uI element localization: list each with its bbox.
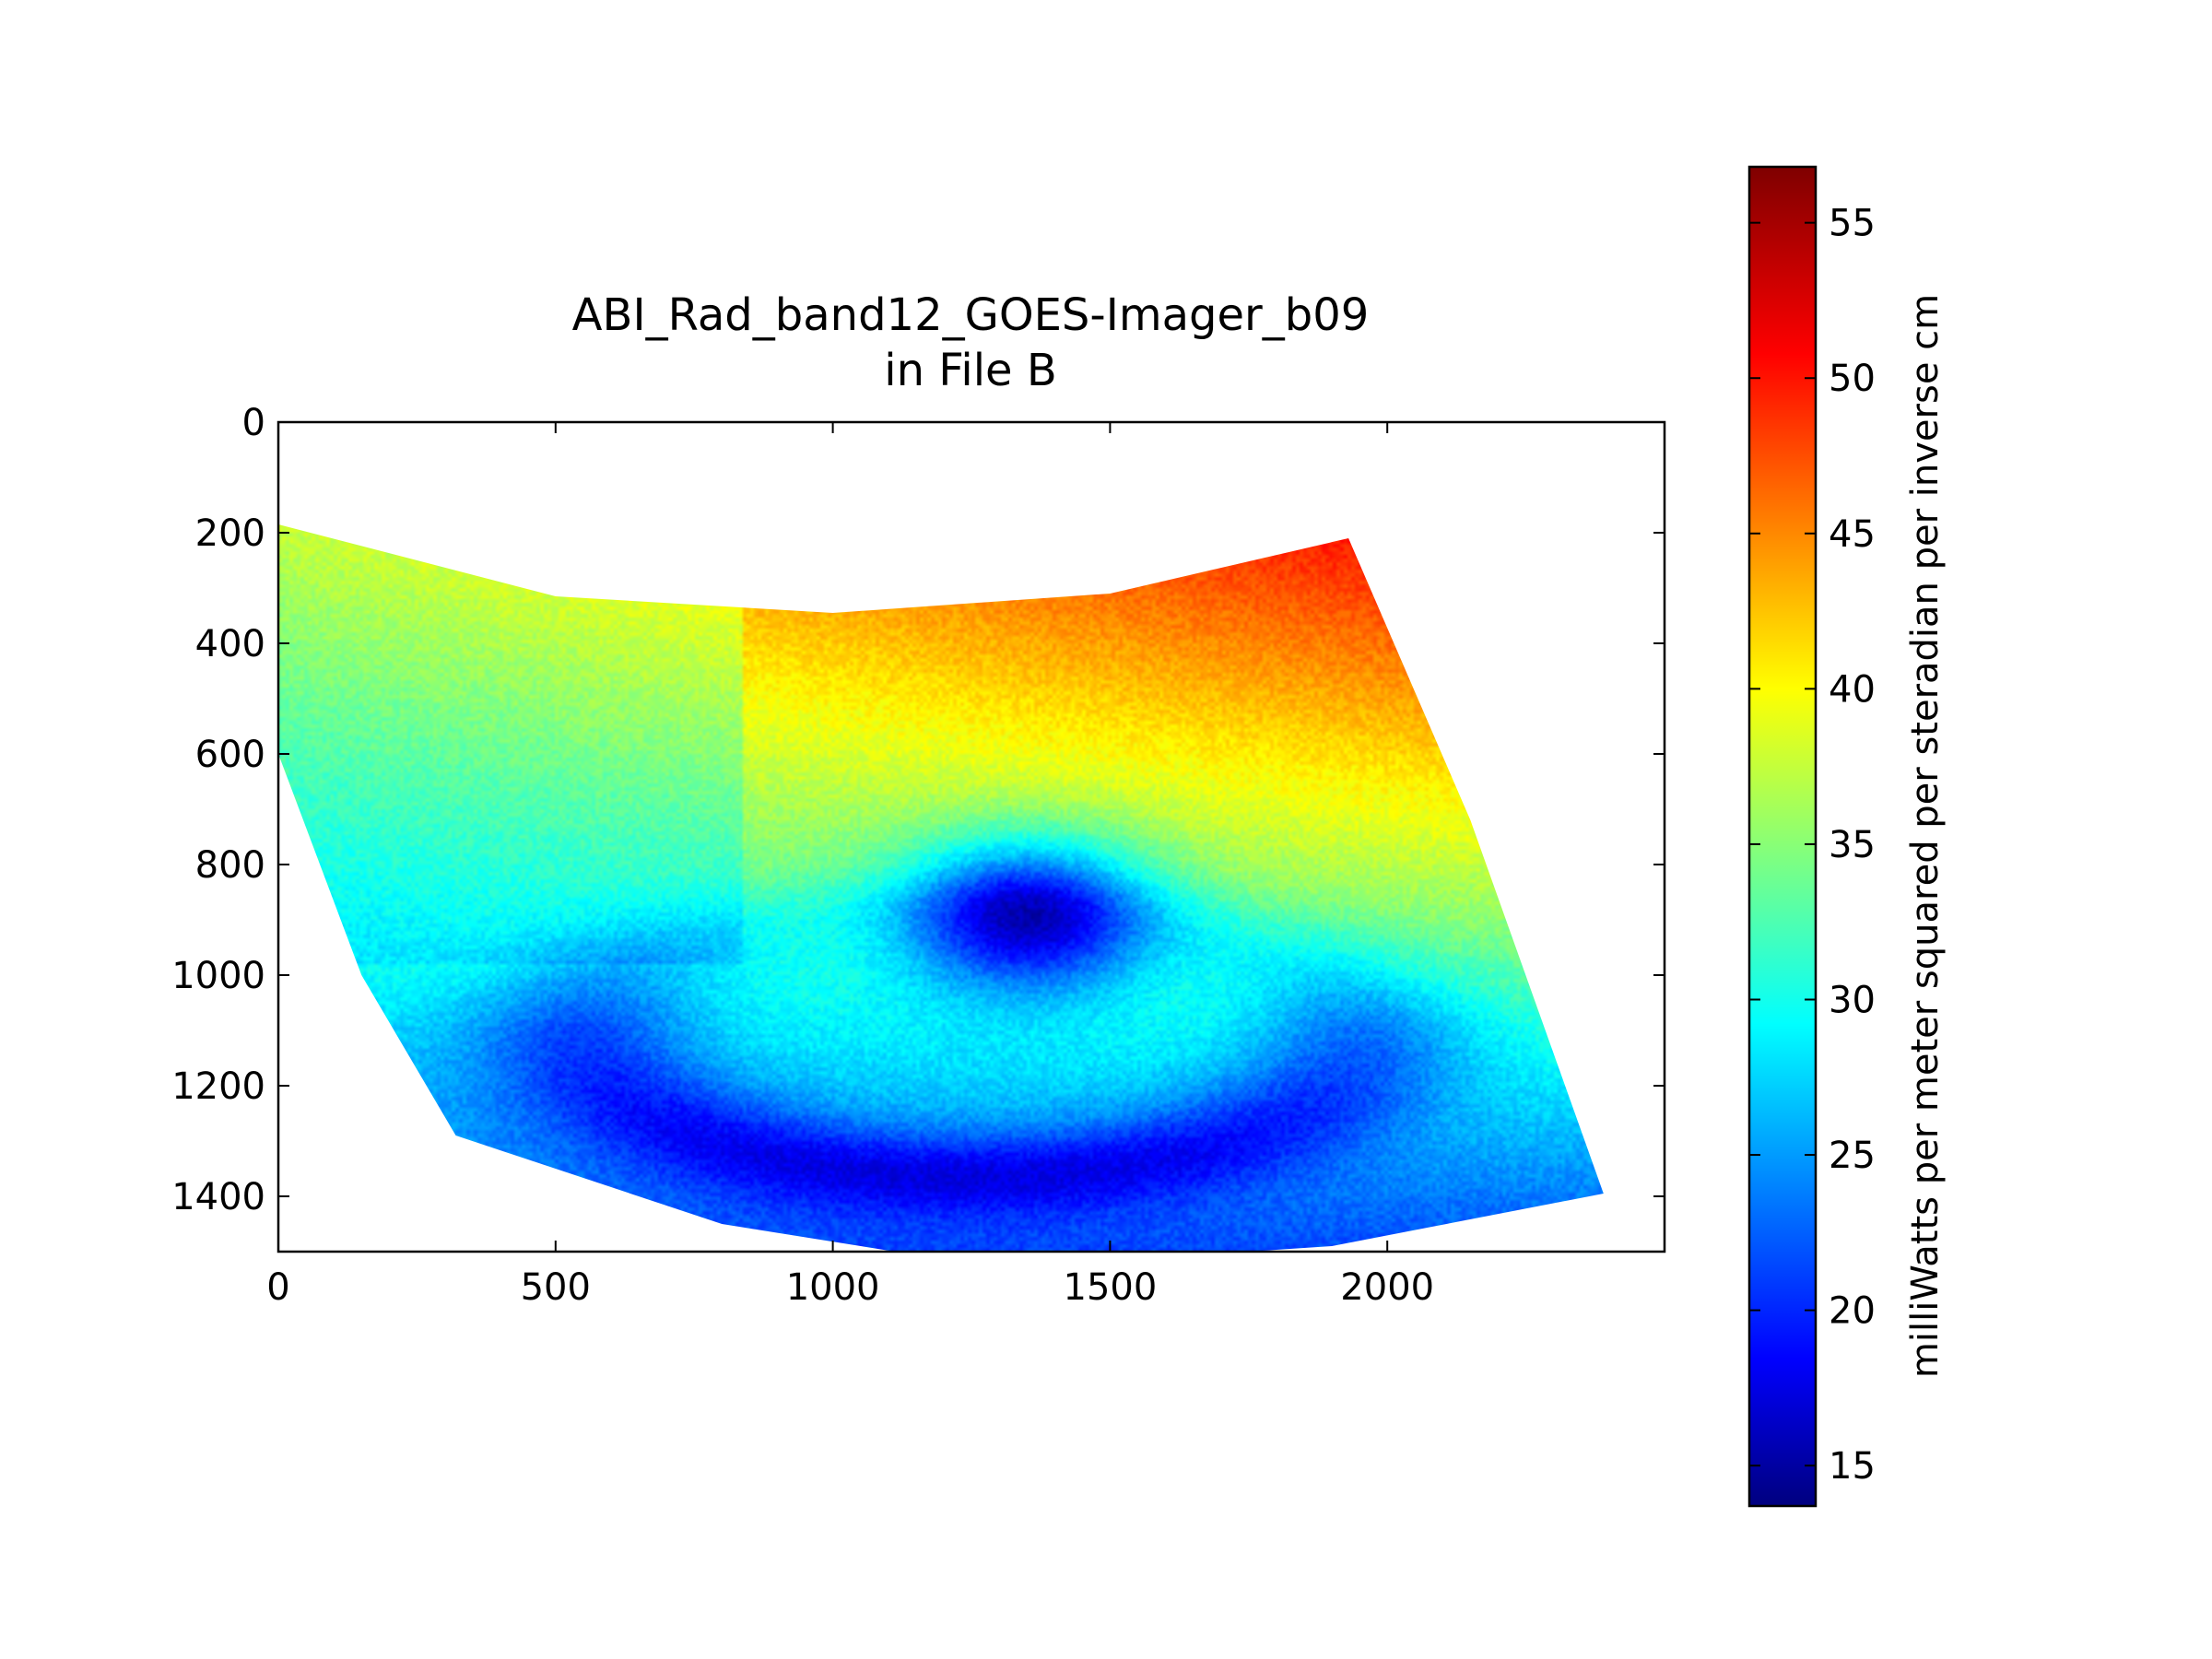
y-tick-label: 400 bbox=[195, 623, 265, 665]
title-group: ABI_Rad_band12_GOES-Imager_b09 in File B bbox=[572, 289, 1370, 396]
y-tick-label: 600 bbox=[195, 734, 265, 776]
y-tick-label: 0 bbox=[242, 402, 265, 444]
x-tick-label: 1500 bbox=[1064, 1266, 1158, 1309]
y-axis: 0 200 400 600 800 1000 1200 1400 bbox=[171, 402, 1665, 1218]
plot-area: 0 500 1000 1500 2000 0 200 400 600 800 1000 1200 14… bbox=[171, 402, 1666, 1309]
colorbar-tick-label: 15 bbox=[1829, 1445, 1876, 1488]
y-tick-label: 200 bbox=[195, 512, 265, 555]
colorbar-bar bbox=[1747, 165, 1818, 1508]
x-axis: 0 500 1000 1500 2000 bbox=[266, 422, 1434, 1309]
x-tick-label: 1000 bbox=[786, 1266, 880, 1309]
y-tick-label: 1200 bbox=[171, 1065, 265, 1108]
chart-title: ABI_Rad_band12_GOES-Imager_b09 bbox=[572, 289, 1370, 341]
colorbar-tick-label: 20 bbox=[1829, 1290, 1876, 1333]
chart-subtitle: in File B bbox=[884, 345, 1057, 396]
colorbar-tick-label: 30 bbox=[1829, 979, 1876, 1021]
colorbar-tick-label: 50 bbox=[1829, 358, 1876, 400]
y-tick-label: 800 bbox=[195, 844, 265, 887]
x-tick-label: 0 bbox=[266, 1266, 289, 1309]
colorbar-tick-label: 55 bbox=[1829, 203, 1876, 245]
x-tick-label: 500 bbox=[521, 1266, 591, 1309]
heatmap-canvas bbox=[278, 524, 1604, 1252]
colorbar-label: milliWatts per meter squared per steradi… bbox=[1904, 294, 1947, 1378]
y-tick-label: 1000 bbox=[171, 955, 265, 997]
colorbar-ticks: 15 20 25 30 35 40 45 50 55 bbox=[1749, 203, 1876, 1488]
y-tick-label: 1400 bbox=[171, 1176, 265, 1218]
axes-frame bbox=[276, 420, 1666, 1253]
x-tick-label: 2000 bbox=[1340, 1266, 1434, 1309]
colorbar-tick-label: 35 bbox=[1829, 824, 1876, 866]
colorbar-tick-label: 25 bbox=[1829, 1135, 1876, 1177]
colorbar-tick-label: 40 bbox=[1829, 668, 1876, 711]
colorbar: 15 20 25 30 35 40 45 50 55 milliWatts per meter … bbox=[1747, 165, 1947, 1508]
colorbar-tick-label: 45 bbox=[1829, 513, 1876, 556]
heatmap-image bbox=[278, 524, 1604, 1252]
